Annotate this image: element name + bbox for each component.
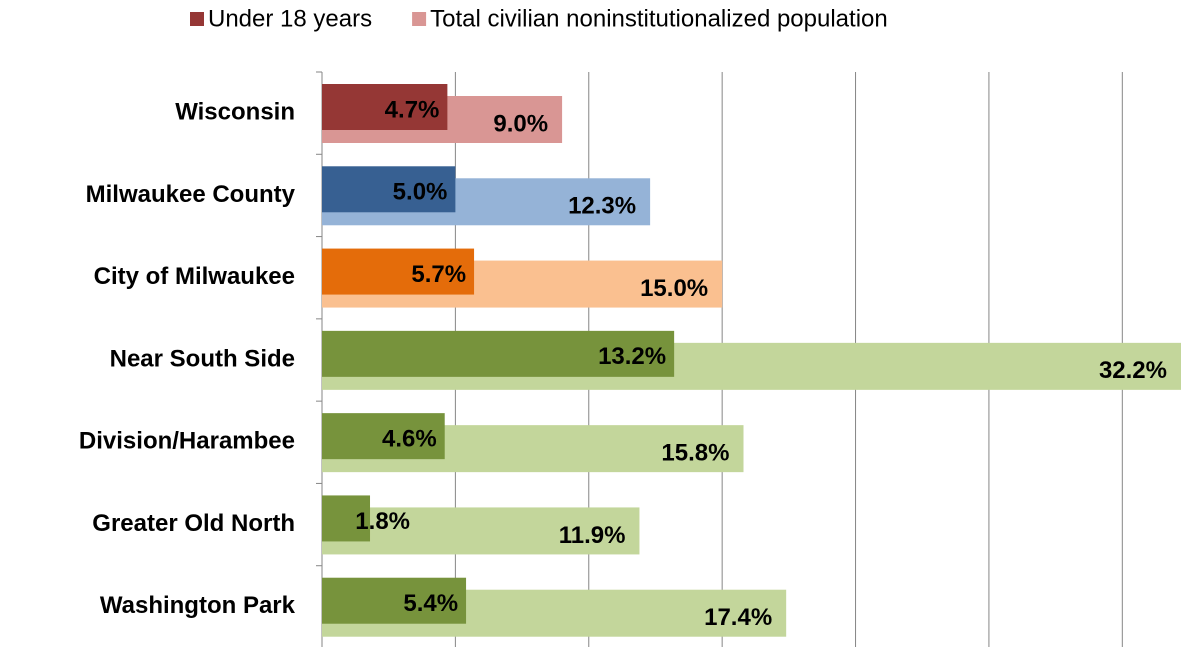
bar — [322, 507, 640, 555]
category-label: Washington Park — [100, 592, 296, 619]
value-label: 11.9% — [559, 522, 626, 549]
legend-swatch — [412, 12, 427, 26]
bar — [322, 577, 467, 624]
bar — [322, 330, 675, 377]
value-label: 4.6% — [382, 425, 437, 452]
legend-label: Under 18 years — [208, 5, 372, 32]
bar — [322, 248, 475, 295]
value-label: 1.8% — [355, 508, 410, 535]
value-label: 12.3% — [568, 193, 636, 220]
value-label: 32.2% — [1099, 357, 1167, 384]
bar — [322, 413, 445, 460]
category-label: Division/Harambee — [79, 428, 295, 455]
value-label: 17.4% — [704, 604, 772, 631]
value-label: 13.2% — [598, 343, 666, 370]
category-label: Wisconsin — [175, 98, 295, 125]
category-label: City of Milwaukee — [94, 263, 295, 290]
value-label: 4.7% — [385, 96, 440, 123]
value-label: 5.7% — [411, 261, 466, 288]
value-label: 5.0% — [393, 179, 448, 206]
value-label: 15.8% — [661, 439, 729, 466]
value-label: 9.0% — [493, 110, 548, 137]
bar — [322, 84, 448, 130]
value-label: 15.0% — [640, 275, 708, 302]
bar — [322, 495, 371, 542]
legend-label: Total civilian noninstitutionalized popu… — [430, 5, 888, 32]
category-label: Near South Side — [110, 345, 295, 372]
value-label: 5.4% — [403, 590, 458, 617]
category-label: Milwaukee County — [86, 181, 296, 208]
legend-swatch — [190, 12, 204, 26]
category-label: Greater Old North — [92, 510, 295, 537]
bar — [322, 166, 456, 213]
